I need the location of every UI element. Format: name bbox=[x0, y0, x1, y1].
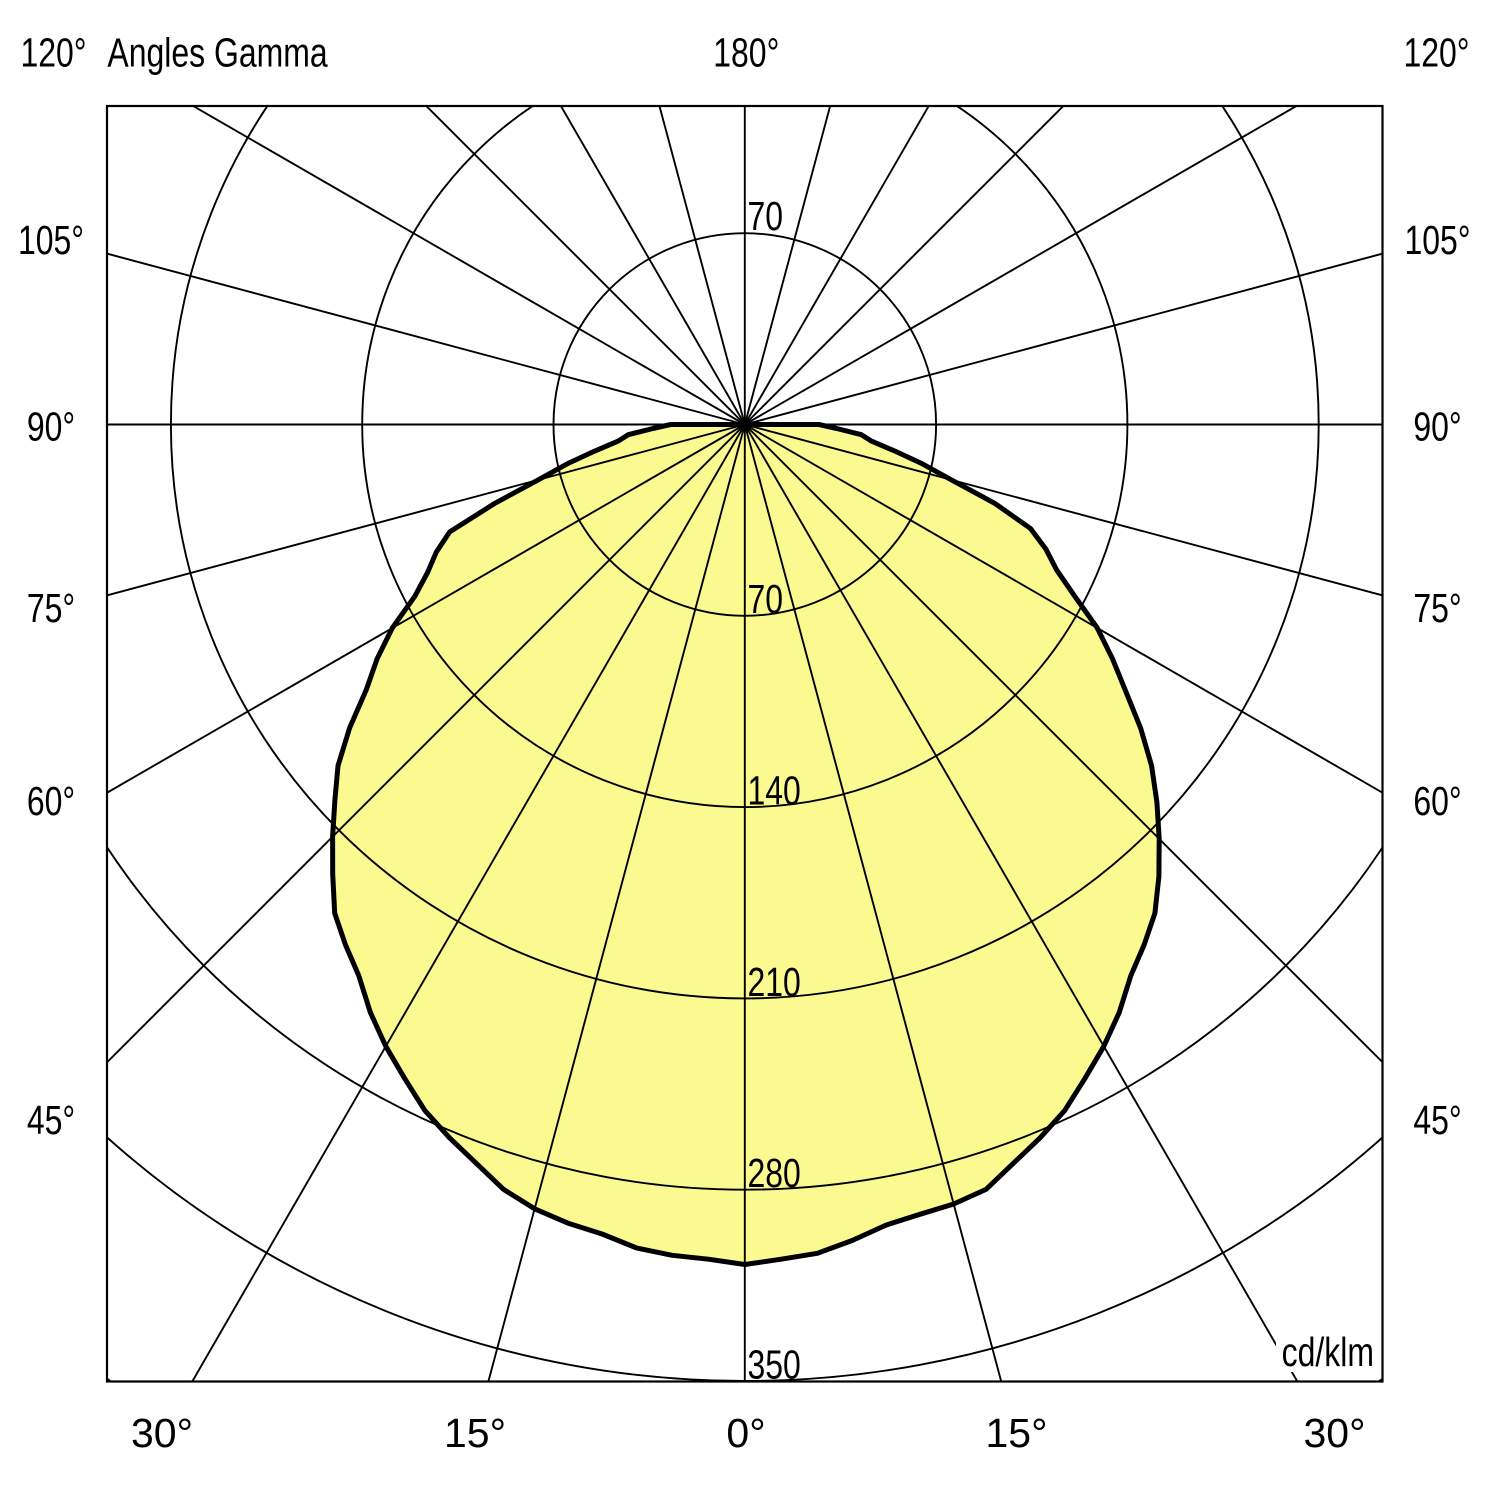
svg-text:60°: 60° bbox=[27, 778, 75, 824]
svg-text:45°: 45° bbox=[27, 1097, 75, 1143]
svg-text:15°: 15° bbox=[444, 1410, 506, 1456]
svg-text:350: 350 bbox=[748, 1342, 801, 1388]
svg-text:0°: 0° bbox=[726, 1410, 765, 1456]
svg-text:90°: 90° bbox=[1413, 404, 1461, 450]
svg-text:75°: 75° bbox=[1413, 585, 1461, 631]
svg-text:280: 280 bbox=[748, 1150, 801, 1196]
svg-text:cd/klm: cd/klm bbox=[1282, 1329, 1374, 1375]
svg-text:70: 70 bbox=[748, 193, 784, 239]
svg-text:60°: 60° bbox=[1413, 778, 1461, 824]
svg-text:120°: 120° bbox=[1403, 30, 1469, 76]
svg-text:210: 210 bbox=[748, 959, 801, 1005]
svg-text:70: 70 bbox=[748, 576, 784, 622]
svg-text:140: 140 bbox=[748, 768, 801, 814]
svg-text:30°: 30° bbox=[131, 1410, 193, 1456]
svg-text:45°: 45° bbox=[1413, 1097, 1461, 1143]
svg-text:15°: 15° bbox=[985, 1410, 1047, 1456]
svg-text:90°: 90° bbox=[27, 404, 75, 450]
svg-text:Angles Gamma: Angles Gamma bbox=[107, 30, 328, 76]
svg-text:180°: 180° bbox=[713, 30, 779, 76]
svg-text:75°: 75° bbox=[27, 585, 75, 631]
svg-text:105°: 105° bbox=[1404, 217, 1470, 263]
svg-text:30°: 30° bbox=[1303, 1410, 1365, 1456]
svg-text:105°: 105° bbox=[18, 217, 84, 263]
svg-text:120°: 120° bbox=[20, 30, 86, 76]
